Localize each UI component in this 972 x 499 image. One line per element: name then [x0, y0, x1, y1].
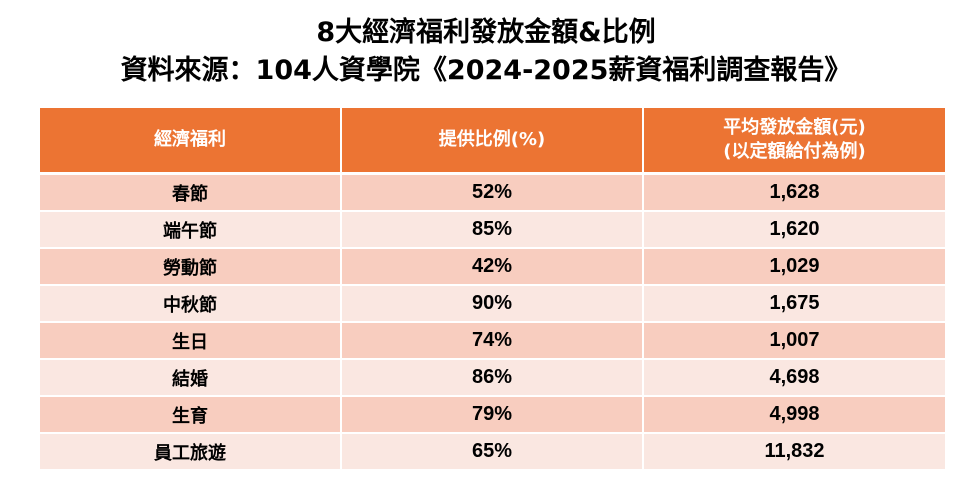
title-source: 資料來源：104人資學院《2024-2025薪資福利調查報告》: [120, 55, 852, 86]
page-title: 8大經濟福利發放金額&比例 資料來源：104人資學院《2024-2025薪資福利…: [0, 14, 972, 90]
table-row: 生育 79% 4,998: [40, 396, 945, 434]
ratio-cell: 85%: [341, 211, 644, 249]
benefit-cell: 春節: [40, 173, 342, 212]
title-main: 8大經濟福利發放金額&比例: [316, 17, 656, 48]
amount-cell: 1,007: [643, 322, 945, 360]
ratio-cell: 74%: [341, 322, 644, 360]
ratio-cell: 86%: [341, 359, 644, 397]
benefit-cell: 結婚: [40, 359, 342, 397]
amount-cell: 1,620: [643, 211, 945, 249]
benefits-table: 經濟福利 提供比例(%) 平均發放金額(元) (以定額給付為例) 春節 52% …: [40, 108, 945, 471]
table-row: 生日 74% 1,007: [40, 322, 945, 360]
header-amount: 平均發放金額(元) (以定額給付為例): [643, 108, 945, 175]
header-ratio: 提供比例(%): [341, 108, 644, 175]
table-row: 春節 52% 1,628: [40, 173, 945, 212]
benefit-cell: 中秋節: [40, 285, 342, 323]
header-benefit: 經濟福利: [40, 108, 342, 175]
table-row: 中秋節 90% 1,675: [40, 285, 945, 323]
table-row: 員工旅遊 65% 11,832: [40, 433, 945, 471]
ratio-cell: 79%: [341, 396, 644, 434]
benefit-cell: 生育: [40, 396, 342, 434]
ratio-cell: 42%: [341, 248, 644, 286]
amount-cell: 1,029: [643, 248, 945, 286]
ratio-cell: 65%: [341, 433, 644, 471]
table-row: 端午節 85% 1,620: [40, 211, 945, 249]
amount-cell: 1,675: [643, 285, 945, 323]
header-amount-line2: (以定額給付為例): [723, 141, 866, 162]
ratio-cell: 90%: [341, 285, 644, 323]
header-amount-line1: 平均發放金額(元): [723, 117, 866, 138]
benefit-cell: 生日: [40, 322, 342, 360]
table-header-row: 經濟福利 提供比例(%) 平均發放金額(元) (以定額給付為例): [40, 108, 945, 175]
benefit-cell: 員工旅遊: [40, 433, 342, 471]
ratio-cell: 52%: [341, 173, 644, 212]
benefit-cell: 勞動節: [40, 248, 342, 286]
table-row: 結婚 86% 4,698: [40, 359, 945, 397]
table-row: 勞動節 42% 1,029: [40, 248, 945, 286]
amount-cell: 11,832: [643, 433, 945, 471]
amount-cell: 4,998: [643, 396, 945, 434]
amount-cell: 4,698: [643, 359, 945, 397]
benefit-cell: 端午節: [40, 211, 342, 249]
amount-cell: 1,628: [643, 173, 945, 212]
